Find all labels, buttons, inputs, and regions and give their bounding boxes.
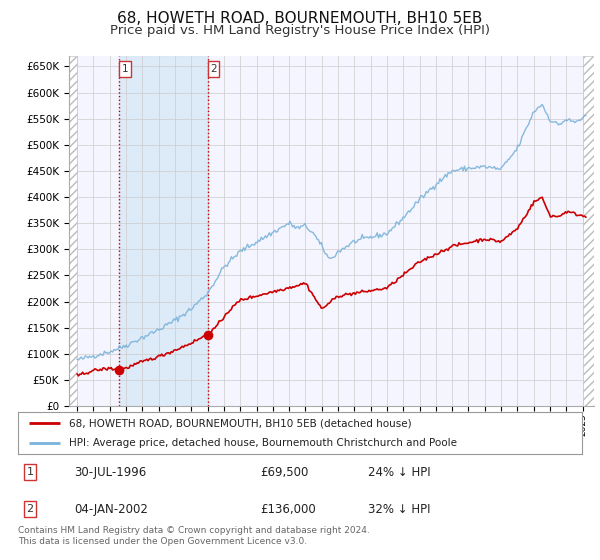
Text: 2: 2 (26, 504, 34, 514)
Text: £136,000: £136,000 (260, 502, 316, 516)
Text: 32% ↓ HPI: 32% ↓ HPI (368, 502, 430, 516)
Text: 68, HOWETH ROAD, BOURNEMOUTH, BH10 5EB (detached house): 68, HOWETH ROAD, BOURNEMOUTH, BH10 5EB (… (69, 418, 412, 428)
Bar (119, 56, 208, 406)
Text: £69,500: £69,500 (260, 465, 309, 479)
Text: 04-JAN-2002: 04-JAN-2002 (74, 502, 148, 516)
Text: Contains HM Land Registry data © Crown copyright and database right 2024.
This d: Contains HM Land Registry data © Crown c… (18, 526, 370, 546)
Text: 2: 2 (210, 64, 217, 74)
Text: HPI: Average price, detached house, Bournemouth Christchurch and Poole: HPI: Average price, detached house, Bour… (69, 438, 457, 448)
Text: 1: 1 (26, 467, 34, 477)
Text: Price paid vs. HM Land Registry's House Price Index (HPI): Price paid vs. HM Land Registry's House … (110, 24, 490, 37)
Text: 24% ↓ HPI: 24% ↓ HPI (368, 465, 430, 479)
Text: 68, HOWETH ROAD, BOURNEMOUTH, BH10 5EB: 68, HOWETH ROAD, BOURNEMOUTH, BH10 5EB (118, 11, 482, 26)
Text: 30-JUL-1996: 30-JUL-1996 (74, 465, 146, 479)
Text: 1: 1 (122, 64, 128, 74)
